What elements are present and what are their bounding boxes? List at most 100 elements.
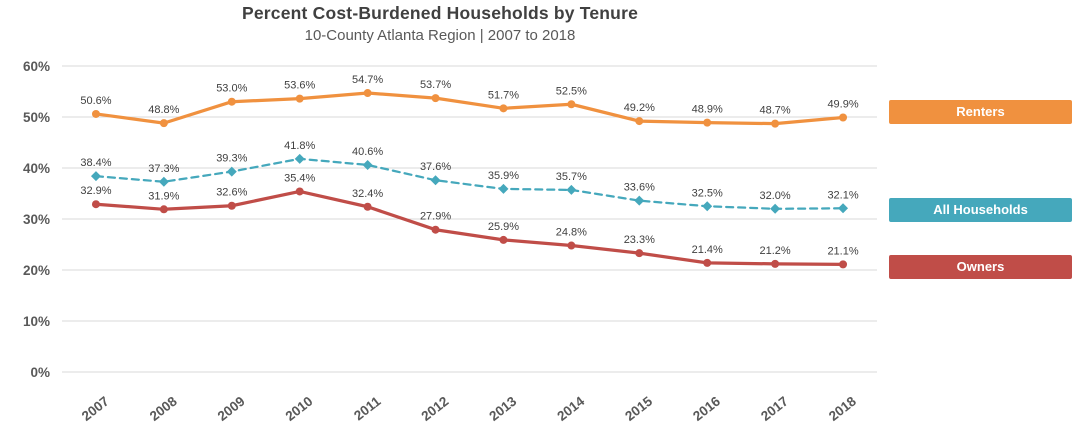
data-point-marker [703, 118, 712, 127]
data-point-marker [431, 225, 440, 234]
series-line-owners [94, 189, 845, 267]
data-point-marker [702, 201, 713, 212]
y-axis-tick-label: 40% [23, 161, 50, 176]
data-point-marker [227, 201, 236, 210]
data-label: 38.4% [80, 157, 111, 169]
data-point-marker [91, 200, 100, 209]
data-label: 25.9% [488, 221, 519, 233]
data-point-marker [838, 203, 849, 214]
series-line-renters [94, 91, 845, 126]
x-axis-tick-label: 2010 [283, 394, 316, 424]
data-point-marker [363, 89, 372, 98]
data-point-marker [294, 153, 305, 164]
data-label: 21.2% [760, 245, 791, 257]
series-line-all-households [94, 157, 845, 210]
legend-item-all-households[interactable]: All Households [889, 198, 1072, 222]
data-point-marker [430, 175, 441, 186]
x-axis-tick-label: 2017 [758, 394, 791, 424]
data-point-marker [634, 195, 645, 206]
y-axis-tick-label: 10% [23, 314, 50, 329]
data-label: 32.6% [216, 187, 247, 199]
data-point-marker [159, 119, 168, 128]
data-point-marker [499, 235, 508, 244]
legend-item-renters[interactable]: Renters [889, 100, 1072, 124]
data-label: 23.3% [624, 234, 655, 246]
data-label: 49.2% [624, 102, 655, 114]
x-axis-tick-label: 2009 [215, 394, 248, 424]
data-point-marker [159, 205, 168, 214]
y-axis-tick-label: 50% [23, 110, 50, 125]
x-axis-tick-label: 2011 [351, 393, 384, 423]
data-label: 53.7% [420, 79, 451, 91]
data-label: 51.7% [488, 89, 519, 101]
y-axis-tick-label: 30% [23, 212, 50, 227]
data-label: 31.9% [148, 190, 179, 202]
data-point-marker [431, 94, 440, 103]
data-point-marker [363, 202, 372, 211]
data-point-marker [635, 117, 644, 126]
data-point-marker [227, 97, 236, 106]
data-point-marker [567, 100, 576, 109]
data-point-marker [158, 176, 169, 187]
data-point-marker [567, 241, 576, 250]
y-axis-tick-label: 60% [23, 59, 50, 74]
data-label: 48.7% [760, 105, 791, 117]
data-point-marker [771, 259, 780, 268]
x-axis-tick-label: 2015 [622, 393, 655, 424]
data-label: 21.1% [827, 245, 858, 257]
data-point-marker [635, 249, 644, 258]
data-label: 49.9% [827, 99, 858, 111]
data-label: 32.0% [760, 190, 791, 202]
data-point-marker [770, 203, 781, 214]
data-point-marker [566, 184, 577, 195]
data-label: 52.5% [556, 85, 587, 97]
data-point-marker [839, 113, 848, 122]
data-point-marker [771, 119, 780, 128]
data-point-marker [295, 187, 304, 196]
data-label: 32.1% [827, 189, 858, 201]
data-label: 35.9% [488, 170, 519, 182]
data-label: 35.4% [284, 172, 315, 184]
y-axis-tick-label: 20% [23, 263, 50, 278]
x-axis-tick-label: 2008 [147, 393, 180, 424]
data-point-marker [839, 260, 848, 269]
data-label: 53.6% [284, 80, 315, 92]
data-point-marker [499, 104, 508, 113]
data-label: 33.6% [624, 182, 655, 194]
x-axis-tick-label: 2018 [826, 393, 859, 424]
x-axis-tick-label: 2014 [554, 393, 587, 424]
data-label: 53.0% [216, 83, 247, 95]
data-label: 54.7% [352, 74, 383, 86]
legend-item-owners[interactable]: Owners [889, 255, 1072, 279]
data-label: 37.6% [420, 161, 451, 173]
data-label: 50.6% [80, 95, 111, 107]
x-axis-tick-label: 2013 [486, 393, 519, 424]
x-axis-tick-label: 2016 [690, 393, 723, 424]
data-point-marker [362, 159, 373, 170]
data-label: 40.6% [352, 146, 383, 158]
chart-title: Percent Cost-Burdened Households by Tenu… [241, 3, 639, 23]
x-axis-tick-label: 2012 [418, 394, 451, 424]
data-label: 48.8% [148, 104, 179, 116]
data-label: 35.7% [556, 171, 587, 183]
data-label: 32.9% [80, 185, 111, 197]
data-point-marker [226, 166, 237, 177]
data-label: 41.8% [284, 140, 315, 152]
chart-subtitle: 10-County Atlanta Region | 2007 to 2018 [304, 27, 576, 44]
data-point-marker [90, 171, 101, 182]
x-axis-tick-label: 2007 [79, 394, 112, 424]
y-axis-tick-label: 0% [30, 365, 50, 380]
data-point-marker [295, 94, 304, 103]
data-point-marker [91, 109, 100, 118]
data-label: 37.3% [148, 163, 179, 175]
data-label: 32.5% [692, 187, 723, 199]
data-label: 48.9% [692, 104, 723, 116]
data-label: 32.4% [352, 188, 383, 200]
data-label: 39.3% [216, 153, 247, 165]
data-label: 27.9% [420, 211, 451, 223]
data-label: 21.4% [692, 244, 723, 256]
data-label: 24.8% [556, 227, 587, 239]
data-point-marker [498, 183, 509, 194]
